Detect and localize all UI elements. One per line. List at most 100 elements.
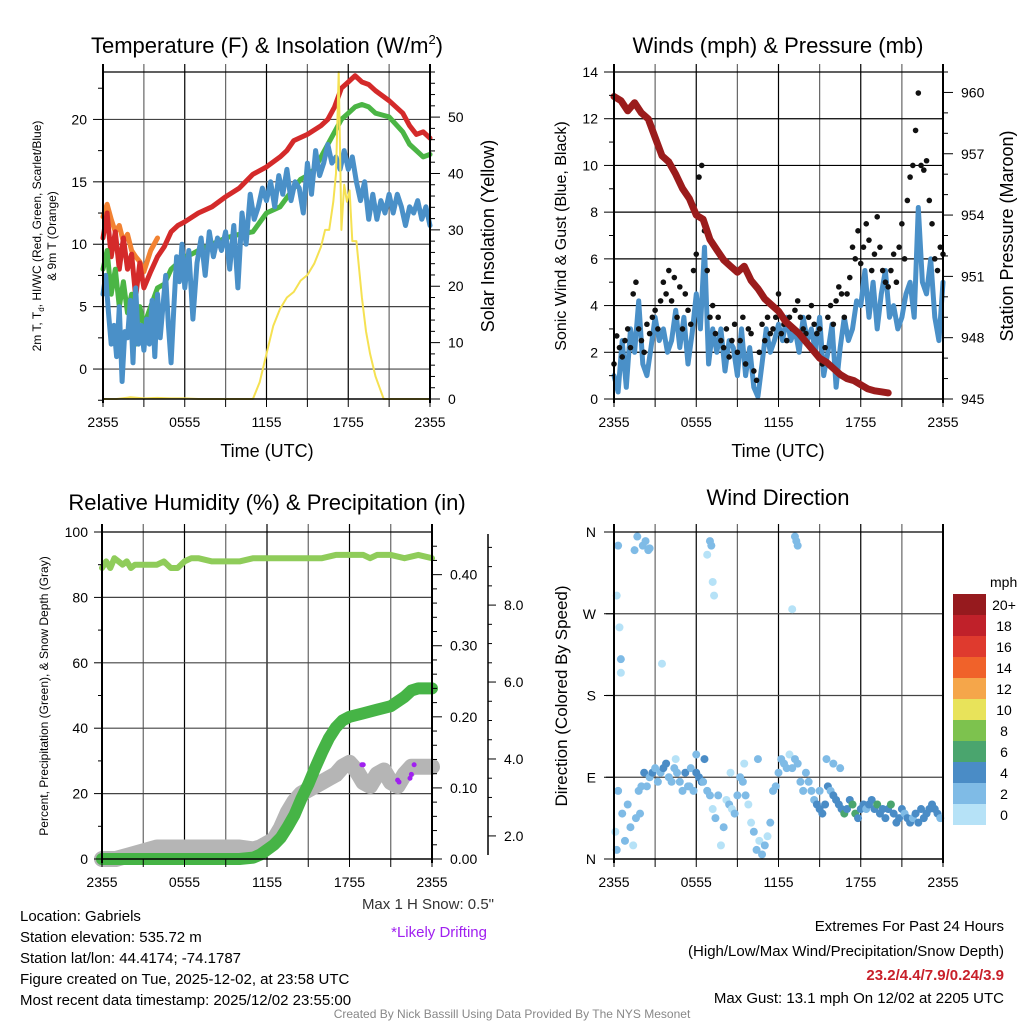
colorbar-swatch: [953, 741, 986, 762]
direction-point: [657, 659, 666, 668]
y2-tick-label: 30: [448, 222, 464, 238]
direction-point: [821, 800, 830, 809]
winds-xlabel: Time (UTC): [731, 441, 824, 461]
y-tick-label: 100: [65, 524, 89, 540]
gust-point: [698, 162, 705, 169]
x-tick-label: 1755: [845, 414, 876, 430]
temperature-title-sup: 2: [428, 32, 435, 47]
gust-point: [655, 326, 661, 332]
gust-point: [882, 279, 889, 286]
direction-point: [788, 764, 797, 773]
x-tick-label: 0555: [681, 414, 712, 430]
winds-panel: Winds (mph) & Pressure (mb) 2355 0555 1155…: [553, 33, 1017, 461]
direction-point: [692, 750, 701, 759]
direction-point: [782, 764, 791, 773]
y-tick-label: 60: [72, 655, 88, 671]
direction-point: [911, 809, 920, 818]
x-tick-label: 1155: [763, 414, 793, 430]
gust-point: [687, 321, 694, 328]
gust-point: [666, 267, 672, 274]
gust-point: [929, 221, 935, 227]
direction-point: [673, 768, 682, 777]
y2-tick-label: 0.40: [450, 567, 477, 583]
gust-point: [811, 321, 817, 328]
gust-point: [808, 302, 815, 309]
gust-point: [663, 291, 669, 297]
gust-point: [805, 314, 812, 321]
wind-direction-title: Wind Direction: [706, 485, 849, 510]
direction-point: [711, 814, 720, 823]
direction-point: [788, 605, 797, 614]
gust-point: [668, 298, 675, 304]
direction-point: [796, 777, 805, 786]
direction-point: [867, 795, 876, 804]
colorbar-label: 16: [996, 639, 1012, 655]
temperature-ylabel: 2m T, Td, HI/WC (Red, Green, Scarlet/Blu…: [30, 121, 46, 352]
gust-point: [786, 314, 793, 321]
gust-point: [868, 267, 875, 274]
gust-point: [644, 321, 650, 328]
y-tick-label: 0: [79, 361, 87, 377]
gust-point: [740, 314, 746, 321]
y-tick-label: 5: [79, 299, 87, 315]
gust-point: [641, 349, 647, 356]
gust-point: [767, 330, 774, 337]
direction-point: [914, 818, 923, 827]
gust-point: [748, 330, 754, 337]
direction-point: [708, 577, 717, 586]
gust-point: [888, 267, 894, 274]
gust-point: [901, 256, 908, 262]
temperature-ylabel-line2: & 9m T (Orange): [45, 191, 59, 281]
colorbar-swatch: [953, 636, 986, 657]
colorbar-label: 6: [1000, 744, 1008, 760]
drifting-mark: [411, 762, 417, 768]
direction-point: [642, 782, 651, 791]
colorbar-label: 12: [996, 681, 1012, 697]
y-tick-label: N: [586, 851, 596, 867]
gust-point: [613, 333, 620, 339]
colorbar-label: 10: [996, 702, 1012, 718]
gust-point: [638, 337, 645, 344]
winds-y2label: Station Pressure (Maroon): [997, 130, 1017, 341]
x-tick-label: 0555: [169, 874, 200, 890]
gust-point: [860, 244, 867, 250]
winds-ylabel: Sonic Wind & Gust (Blue, Black): [553, 121, 570, 350]
y-tick-label: 14: [582, 64, 598, 80]
colorbar-swatch: [953, 699, 986, 720]
series-2m-t: [100, 73, 433, 300]
y2-tick-label: 0.00: [450, 851, 477, 867]
gust-point: [751, 368, 757, 374]
x-tick-label: 0555: [681, 874, 712, 890]
y2-tick-label: 40: [448, 165, 464, 181]
direction-point: [641, 537, 650, 546]
winds-title: Winds (mph) & Pressure (mb): [633, 33, 924, 58]
colorbar-label: 0: [1000, 807, 1008, 823]
direction-point: [807, 786, 816, 795]
colorbar-swatch: [953, 678, 986, 699]
colorbar-label: 18: [996, 618, 1012, 634]
y2-tick-label: 951: [961, 268, 985, 284]
direction-point: [822, 755, 831, 764]
direction-point: [623, 800, 632, 809]
gust-point: [890, 251, 897, 257]
direction-point: [836, 764, 845, 773]
gust-point: [652, 307, 658, 314]
gust-point: [622, 337, 628, 344]
x-tick-label: 1155: [251, 414, 281, 430]
y-tick-label: 15: [71, 174, 87, 190]
location-text: Location: Gabriels: [20, 908, 141, 925]
gust-point: [770, 326, 776, 332]
speed-colorbar: mph 20+ 18 16 14 12 10 8 6 4 2 0: [953, 574, 1017, 825]
y-tick-label: N: [586, 524, 596, 540]
direction-point: [886, 800, 895, 809]
direction-point: [726, 768, 735, 777]
gust-point: [797, 314, 804, 321]
latlon-text: Station lat/lon: 44.4174; -74.1787: [20, 950, 242, 967]
temperature-title-main: Temperature (F) & Insolation (W/m: [91, 33, 428, 58]
x-tick-label: 2355: [598, 874, 629, 890]
x-tick-label: 2355: [414, 414, 445, 430]
x-tick-label: 1755: [334, 874, 365, 890]
direction-point: [881, 814, 890, 823]
gust-point: [896, 244, 902, 250]
colorbar-swatch: [953, 615, 986, 636]
